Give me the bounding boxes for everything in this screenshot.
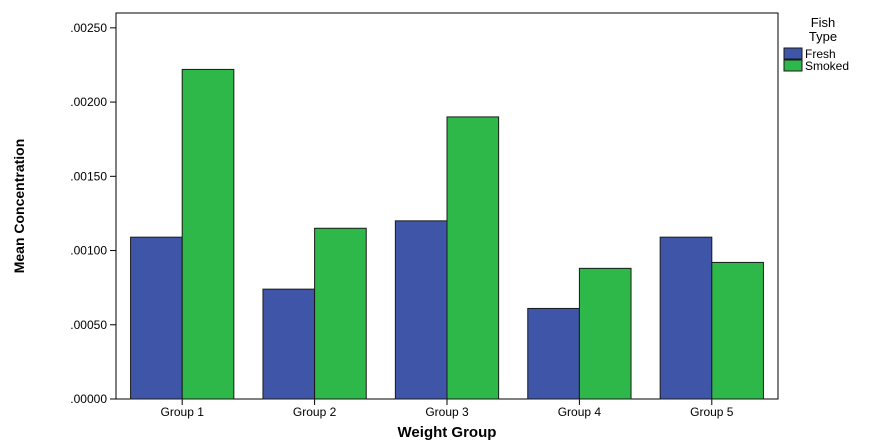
bars bbox=[130, 68, 764, 400]
legend-title-line1: Fish bbox=[811, 15, 836, 30]
legend-label-fresh: Fresh bbox=[805, 47, 836, 61]
bar-fresh-3 bbox=[394, 220, 448, 400]
x-tick-label: Group 4 bbox=[558, 405, 602, 419]
bar-smoked-5 bbox=[711, 261, 764, 400]
y-tick-label: .00250 bbox=[70, 21, 107, 35]
x-tick-label: Group 5 bbox=[690, 405, 734, 419]
x-tick-label: Group 1 bbox=[161, 405, 205, 419]
x-tick-label: Group 2 bbox=[293, 405, 337, 419]
legend-label-smoked: Smoked bbox=[805, 59, 849, 73]
bar-fresh-1 bbox=[130, 236, 183, 400]
x-axis-title: Weight Group bbox=[398, 424, 497, 440]
y-tick-label: .00100 bbox=[70, 244, 107, 258]
bar-smoked-1 bbox=[181, 68, 235, 400]
bar-fresh-5 bbox=[659, 236, 713, 400]
legend-swatch-fresh bbox=[783, 47, 803, 60]
y-tick-label: .00000 bbox=[70, 392, 107, 406]
bar-smoked-3 bbox=[446, 116, 500, 400]
y-tick-label: .00150 bbox=[70, 169, 107, 183]
bar-smoked-4 bbox=[578, 267, 632, 400]
legend-swatch-smoked bbox=[783, 59, 803, 72]
y-axis-title: Mean Concentration bbox=[11, 139, 27, 274]
y-axis: .00000 .00050 .00100 .00150 .00200 .00250 bbox=[70, 21, 116, 406]
x-axis: Group 1 Group 2 Group 3 Group 4 Group 5 bbox=[161, 399, 734, 419]
legend-title-line2: Type bbox=[809, 29, 837, 44]
y-tick-label: .00050 bbox=[70, 318, 107, 332]
bar-fresh-4 bbox=[527, 307, 580, 400]
bar-smoked-2 bbox=[314, 227, 367, 400]
y-tick-label: .00200 bbox=[70, 95, 107, 109]
x-tick-label: Group 3 bbox=[425, 405, 469, 419]
bar-fresh-2 bbox=[262, 288, 316, 400]
